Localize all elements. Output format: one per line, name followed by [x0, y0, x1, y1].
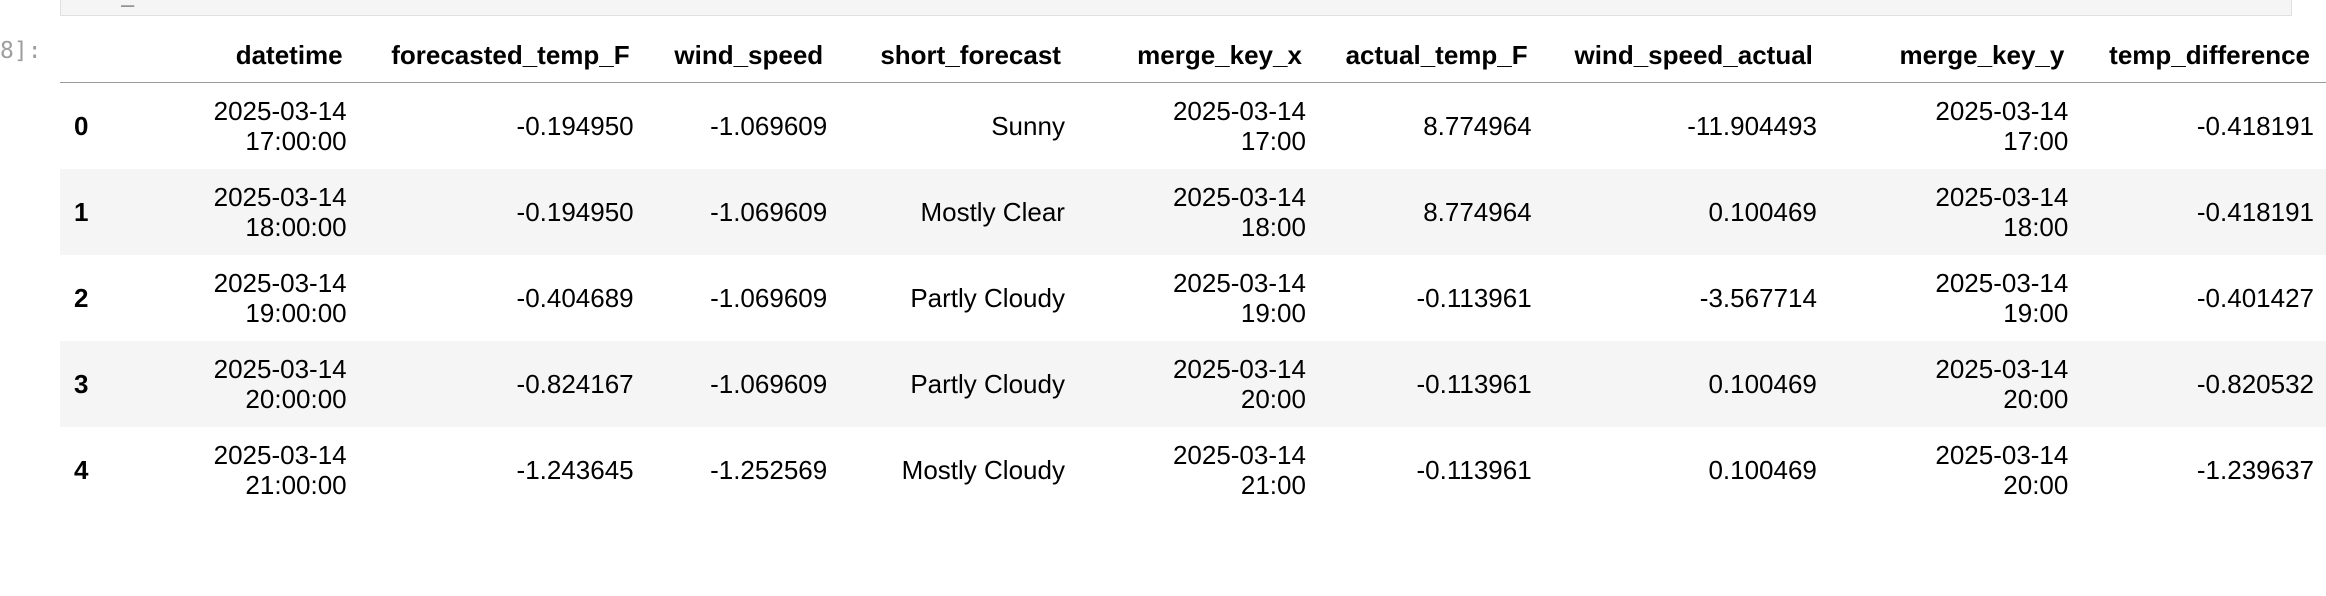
- cell-short-forecast: Sunny: [991, 110, 1065, 141]
- code-cell-input-edge[interactable]: _: [60, 0, 2292, 16]
- table-row: 3 2025-03-14 20:00:00 -0.824167 -1.06960…: [60, 340, 2326, 427]
- cell-forecasted-temp: -0.824167: [516, 368, 634, 399]
- cell-temp-difference: -1.239637: [2196, 454, 2314, 485]
- cell-short-forecast: Mostly Clear: [920, 196, 1065, 227]
- cell-actual-temp: -0.113961: [1416, 282, 1532, 313]
- code-fragment: _: [121, 0, 134, 7]
- cell-temp-difference: -0.418191: [2196, 196, 2314, 227]
- cell-wind-speed-actual: 0.100469: [1708, 454, 1817, 485]
- cell-output: datetime forecasted_temp_F wind_speed sh…: [60, 28, 2326, 513]
- cell-forecasted-temp: -0.194950: [516, 196, 634, 227]
- cell-wind-speed-actual: 0.100469: [1708, 368, 1817, 399]
- cell-merge-key-x: 2025-03-14 18:00: [1172, 181, 1306, 242]
- cell-short-forecast: Mostly Cloudy: [901, 454, 1065, 485]
- table-row: 4 2025-03-14 21:00:00 -1.243645 -1.25256…: [60, 427, 2326, 513]
- row-index: 2: [74, 282, 89, 313]
- cell-forecasted-temp: -0.194950: [516, 110, 634, 141]
- index-header: [60, 28, 131, 83]
- column-header-wind-speed-actual: wind_speed_actual: [1543, 28, 1829, 83]
- cell-forecasted-temp: -1.243645: [516, 454, 634, 485]
- cell-merge-key-y: 2025-03-14 17:00: [1935, 95, 2069, 156]
- cell-wind-speed: -1.252569: [710, 454, 828, 485]
- cell-merge-key-x: 2025-03-14 19:00: [1172, 267, 1306, 328]
- row-index: 1: [74, 196, 89, 227]
- column-header-merge-key-y: merge_key_y: [1828, 28, 2081, 83]
- cell-short-forecast: Partly Cloudy: [910, 282, 1065, 313]
- cell-temp-difference: -0.401427: [2196, 282, 2314, 313]
- column-header-short-forecast: short_forecast: [839, 28, 1077, 83]
- cell-merge-key-x: 2025-03-14 21:00: [1172, 439, 1306, 500]
- cell-temp-difference: -0.418191: [2196, 110, 2314, 141]
- cell-wind-speed: -1.069609: [710, 196, 828, 227]
- row-index: 3: [74, 368, 89, 399]
- column-header-wind-speed: wind_speed: [645, 28, 840, 83]
- cell-datetime: 2025-03-14 21:00:00: [213, 439, 347, 500]
- cell-datetime: 2025-03-14 17:00:00: [213, 95, 347, 156]
- cell-datetime: 2025-03-14 18:00:00: [213, 181, 347, 242]
- cell-wind-speed: -1.069609: [710, 110, 828, 141]
- column-header-actual-temp: actual_temp_F: [1317, 28, 1544, 83]
- cell-merge-key-y: 2025-03-14 20:00: [1935, 353, 2069, 414]
- cell-forecasted-temp: -0.404689: [516, 282, 634, 313]
- table-header-row: datetime forecasted_temp_F wind_speed sh…: [60, 28, 2326, 83]
- cell-wind-speed-actual: -3.567714: [1699, 282, 1817, 313]
- cell-datetime: 2025-03-14 20:00:00: [213, 353, 347, 414]
- row-index: 0: [74, 110, 89, 141]
- row-index: 4: [74, 454, 89, 485]
- cell-temp-difference: -0.820532: [2196, 368, 2314, 399]
- cell-wind-speed: -1.069609: [710, 368, 828, 399]
- cell-datetime: 2025-03-14 19:00:00: [213, 267, 347, 328]
- cell-merge-key-y: 2025-03-14 18:00: [1935, 181, 2069, 242]
- column-header-datetime: datetime: [130, 28, 359, 83]
- column-header-merge-key-x: merge_key_x: [1076, 28, 1318, 83]
- cell-merge-key-y: 2025-03-14 20:00: [1935, 439, 2069, 500]
- cell-actual-temp: -0.113961: [1416, 368, 1532, 399]
- execution-count-prompt: 8]:: [0, 38, 42, 64]
- table-row: 1 2025-03-14 18:00:00 -0.194950 -1.06960…: [60, 168, 2326, 255]
- cell-actual-temp: 8.774964: [1423, 196, 1532, 227]
- column-header-forecasted-temp: forecasted_temp_F: [358, 28, 646, 83]
- cell-merge-key-y: 2025-03-14 19:00: [1935, 267, 2069, 328]
- dataframe-table: datetime forecasted_temp_F wind_speed sh…: [60, 28, 2326, 513]
- cell-wind-speed-actual: -11.904493: [1687, 110, 1817, 141]
- cell-actual-temp: -0.113961: [1416, 454, 1532, 485]
- table-row: 0 2025-03-14 17:00:00 -0.194950 -1.06960…: [60, 83, 2326, 169]
- cell-short-forecast: Partly Cloudy: [910, 368, 1065, 399]
- cell-merge-key-x: 2025-03-14 20:00: [1172, 353, 1306, 414]
- cell-wind-speed: -1.069609: [710, 282, 828, 313]
- cell-merge-key-x: 2025-03-14 17:00: [1172, 95, 1306, 156]
- cell-wind-speed-actual: 0.100469: [1708, 196, 1817, 227]
- column-header-temp-difference: temp_difference: [2080, 28, 2326, 83]
- table-row: 2 2025-03-14 19:00:00 -0.404689 -1.06960…: [60, 255, 2326, 341]
- cell-actual-temp: 8.774964: [1423, 110, 1532, 141]
